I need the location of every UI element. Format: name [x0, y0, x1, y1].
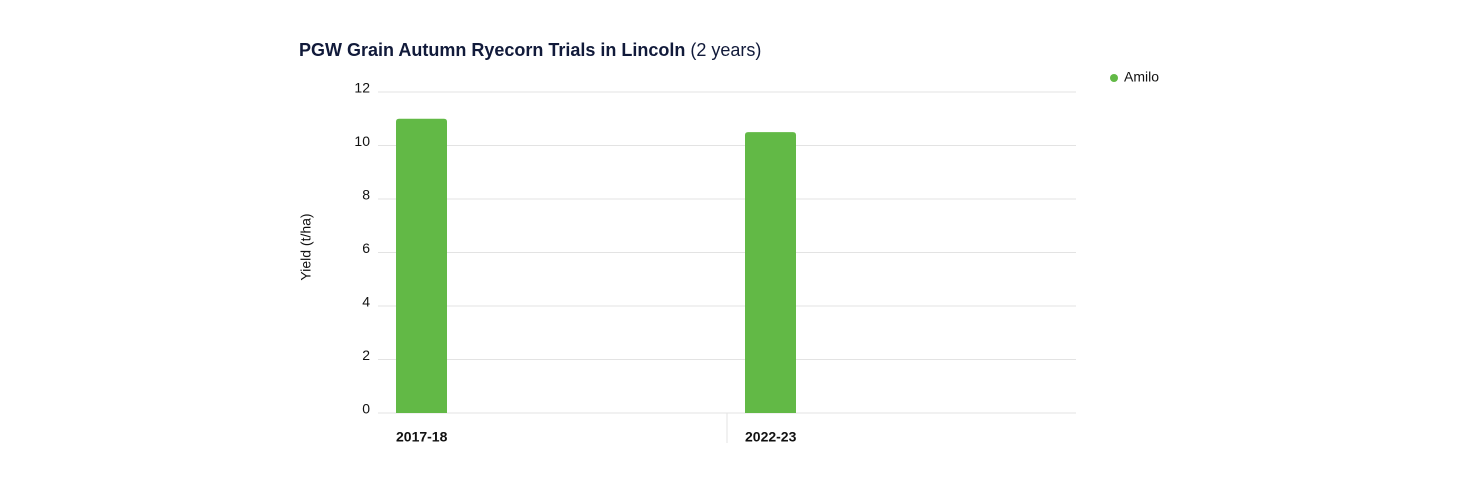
bar — [745, 132, 796, 413]
y-tick-label: 6 — [362, 240, 370, 256]
legend-label: Amilo — [1124, 69, 1159, 85]
x-tick-label: 2022-23 — [745, 429, 797, 445]
y-axis-label: Yield (t/ha) — [298, 213, 314, 280]
x-tick-label: 2017-18 — [396, 429, 448, 445]
y-tick-label: 12 — [354, 80, 370, 96]
legend-swatch — [1110, 74, 1118, 82]
y-tick-label: 10 — [354, 133, 370, 149]
title-suffix: (2 years) — [690, 40, 761, 60]
y-tick-label: 4 — [362, 294, 370, 310]
y-tick-label: 0 — [362, 401, 370, 417]
y-tick-label: 2 — [362, 347, 370, 363]
chart-title: PGW Grain Autumn Ryecorn Trials in Linco… — [299, 40, 761, 60]
y-tick-label: 8 — [362, 187, 370, 203]
bar — [396, 118, 447, 413]
title-main: PGW Grain Autumn Ryecorn Trials in Linco… — [299, 40, 685, 60]
